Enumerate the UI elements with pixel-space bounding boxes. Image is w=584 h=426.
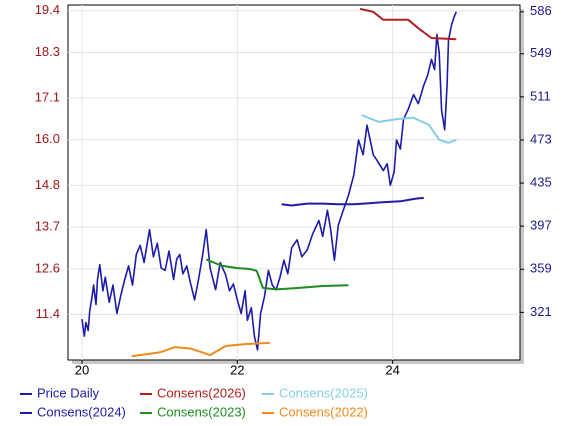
y-tick-label: 12.6 <box>35 260 60 275</box>
y2-tick-label: 321 <box>530 304 552 319</box>
y2-tick-label: 473 <box>530 131 552 146</box>
legend-label: Consens(2024) <box>37 404 126 419</box>
plot-area <box>67 4 521 361</box>
series-line <box>205 258 349 291</box>
series-line <box>81 11 458 351</box>
y2-tick-label: 397 <box>530 218 552 233</box>
y-tick-label: 14.8 <box>35 177 60 192</box>
y-tick-label: 16.0 <box>35 131 60 146</box>
legend-label: Consens(2022) <box>279 404 368 419</box>
y2-tick-label: 549 <box>530 45 552 60</box>
y-tick-label: 13.7 <box>35 219 60 234</box>
legend-label: Price Daily <box>37 385 100 400</box>
y-tick-label: 17.1 <box>35 89 60 104</box>
series-line <box>131 341 270 358</box>
y-tick-label: 19.4 <box>35 2 60 17</box>
legend-label: Consens(2025) <box>279 385 368 400</box>
legend-label: Consens(2023) <box>157 404 246 419</box>
x-tick-label: 24 <box>385 362 399 377</box>
y2-tick-label: 435 <box>530 175 552 190</box>
x-tick-label: 20 <box>75 362 89 377</box>
series-line <box>361 114 457 144</box>
y2-tick-label: 586 <box>530 3 552 18</box>
y2-tick-label: 359 <box>530 261 552 276</box>
y-tick-label: 11.4 <box>36 306 60 321</box>
series-line <box>281 196 424 207</box>
legend-label: Consens(2026) <box>157 385 246 400</box>
series-line <box>359 7 457 41</box>
y-tick-label: 18.3 <box>35 44 60 59</box>
y2-tick-label: 511 <box>530 88 551 103</box>
x-tick-label: 22 <box>230 362 244 377</box>
